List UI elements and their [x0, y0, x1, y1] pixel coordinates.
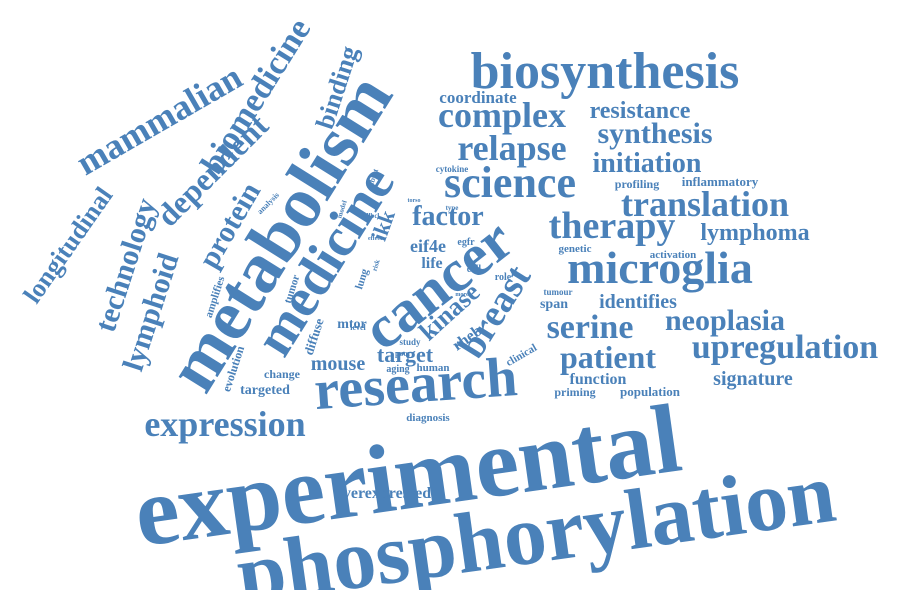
word-profiling: profiling: [615, 177, 659, 191]
word-priming: priming: [554, 385, 595, 399]
word-poor: poor: [395, 349, 411, 358]
word-factor: factor: [412, 201, 484, 232]
word-expression: expression: [144, 404, 305, 444]
word-aging: aging: [386, 364, 409, 375]
word-complex: complex: [438, 95, 566, 135]
word-microglia: microglia: [567, 242, 753, 293]
word-target: target: [377, 342, 434, 367]
word-function: function: [570, 371, 627, 388]
word-level: level: [350, 323, 366, 332]
word-serine: serine: [547, 309, 634, 346]
word-more: more: [455, 292, 469, 298]
word-upregulation: upregulation: [692, 329, 879, 366]
word-resistance: resistance: [590, 98, 691, 124]
word-synthesis: synthesis: [597, 117, 712, 150]
word-span: span: [540, 297, 568, 312]
word-human: human: [416, 362, 449, 374]
word-initiation: initiation: [593, 148, 702, 179]
word-research: research: [312, 346, 519, 422]
word-lung: lung: [353, 267, 371, 291]
word-life: life: [421, 255, 442, 272]
word-overexpressed: overexpressed: [335, 485, 431, 502]
word-patient: patient: [560, 339, 656, 375]
word-effect: effect: [368, 236, 382, 242]
word-risk: risk: [370, 258, 381, 272]
word-eif4e: eif4e: [410, 236, 446, 256]
word-coordinate: coordinate: [439, 88, 517, 107]
word-biosynthesis: biosynthesis: [471, 43, 740, 100]
word-type: type: [446, 204, 459, 212]
word-egfr: egfr: [457, 237, 475, 248]
word-mouse: mouse: [311, 353, 366, 375]
word-activation: activation: [650, 249, 696, 261]
word-dlbcl: dlbcl: [365, 212, 380, 220]
word-genetic: genetic: [559, 243, 592, 255]
word-neoplasia: neoplasia: [665, 304, 785, 337]
word-lymphoma: lymphoma: [700, 220, 809, 246]
word-science: science: [444, 158, 576, 207]
word-study: study: [399, 337, 421, 347]
word-inflammatory: inflammatory: [682, 174, 759, 189]
word-tumour: tumour: [544, 287, 573, 297]
word-change: change: [264, 367, 301, 381]
word-population: population: [620, 384, 681, 399]
word-relapse: relapse: [457, 128, 566, 168]
word-identifies: identifies: [599, 291, 677, 313]
word-cell: cell: [467, 264, 482, 275]
word-diagnosis: diagnosis: [406, 412, 450, 424]
word-mtor: mtor: [337, 317, 367, 332]
word-targeted: targeted: [240, 383, 290, 398]
word-torso: torso: [408, 198, 421, 204]
word-therapy: therapy: [549, 205, 676, 247]
word-role: role: [495, 272, 512, 283]
word-signature: signature: [713, 368, 793, 390]
word-cytokine: cytokine: [436, 164, 469, 174]
word-translation: translation: [621, 184, 789, 224]
